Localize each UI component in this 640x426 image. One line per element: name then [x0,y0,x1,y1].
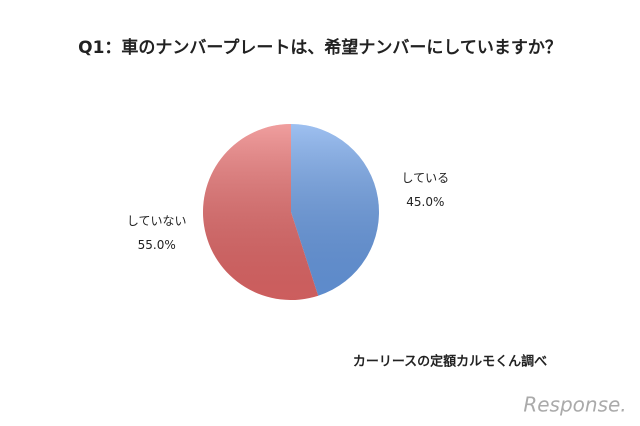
watermark: Response. [523,393,626,417]
slice-shade [291,124,379,296]
source-note: カーリースの定額カルモくん調べ [353,354,547,370]
value-label: 55.0% [138,238,176,252]
chart-title: Q1：車のナンバープレートは、希望ナンバーにしていますか？ [78,37,562,58]
slice-label: している [402,171,450,185]
slice-shade [202,124,319,301]
value-label: 45.0% [406,195,444,209]
slice-label: していない [127,214,187,228]
